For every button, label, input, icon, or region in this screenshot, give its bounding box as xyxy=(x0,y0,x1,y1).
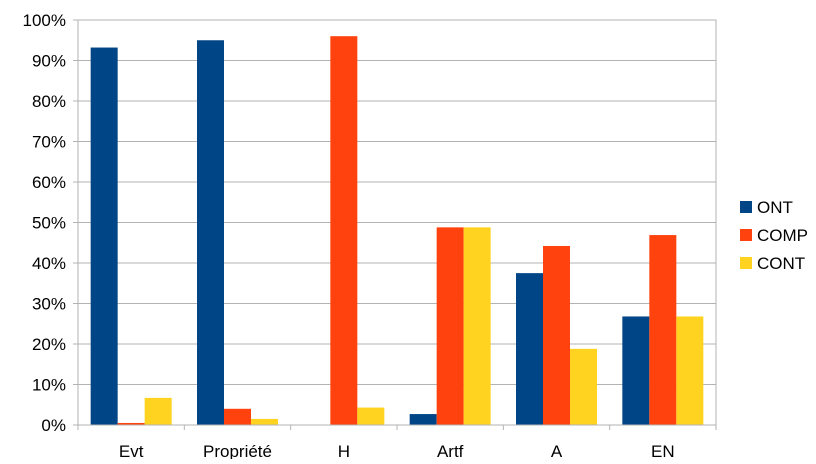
bar-ont-5 xyxy=(622,316,650,425)
bar-ont-0 xyxy=(90,47,118,425)
bar-ont-1 xyxy=(197,40,224,425)
x-tick-label: Artf xyxy=(437,442,464,459)
bars xyxy=(90,36,704,425)
bar-cont-1 xyxy=(251,418,278,425)
bar-comp-0 xyxy=(117,422,145,425)
bar-comp-4 xyxy=(543,245,570,425)
legend-label-comp: COMP xyxy=(757,226,808,245)
legend-swatch-cont xyxy=(740,257,752,269)
bar-comp-1 xyxy=(224,408,251,425)
legend-swatch-comp xyxy=(740,229,752,241)
bar-cont-2 xyxy=(357,407,385,425)
gridlines xyxy=(78,19,716,426)
bar-ont-3 xyxy=(409,414,437,425)
bar-cont-5 xyxy=(676,316,704,425)
x-tick-label: A xyxy=(551,442,563,459)
y-tick-label: 30% xyxy=(32,295,66,314)
legend-label-cont: CONT xyxy=(757,254,805,273)
legend-swatch-ont xyxy=(740,201,752,213)
x-tick-label: H xyxy=(338,442,350,459)
axes xyxy=(73,19,717,430)
y-tick-label: 50% xyxy=(32,214,66,233)
y-tick-label: 60% xyxy=(32,173,66,192)
x-tick-label: Propriété xyxy=(203,442,272,459)
bar-comp-5 xyxy=(649,235,677,425)
bar-ont-4 xyxy=(516,273,543,425)
y-axis-tick-labels: 0% 10% 20% 30% 40% 50% 60% 70% 80% 90% 100% xyxy=(23,11,66,435)
y-tick-label: 100% xyxy=(23,11,66,30)
y-tick-label: 0% xyxy=(41,416,66,435)
y-tick-label: 40% xyxy=(32,254,66,273)
bar-cont-0 xyxy=(144,397,172,425)
y-tick-label: 20% xyxy=(32,335,66,354)
y-tick-label: 80% xyxy=(32,92,66,111)
legend-label-ont: ONT xyxy=(757,198,793,217)
y-tick-label: 90% xyxy=(32,52,66,71)
bar-comp-3 xyxy=(436,227,464,425)
bar-cont-3 xyxy=(463,227,491,425)
x-tick-label: Evt xyxy=(119,442,144,459)
y-tick-label: 70% xyxy=(32,133,66,152)
x-tick-label: EN xyxy=(651,442,675,459)
bar-comp-2 xyxy=(330,36,358,425)
legend: ONT COMP CONT xyxy=(740,198,808,273)
plot-frame xyxy=(77,19,717,426)
bar-cont-4 xyxy=(570,348,597,425)
y-tick-label: 10% xyxy=(32,376,66,395)
x-axis-tick-labels: Evt Propriété H Artf A EN xyxy=(119,442,675,461)
